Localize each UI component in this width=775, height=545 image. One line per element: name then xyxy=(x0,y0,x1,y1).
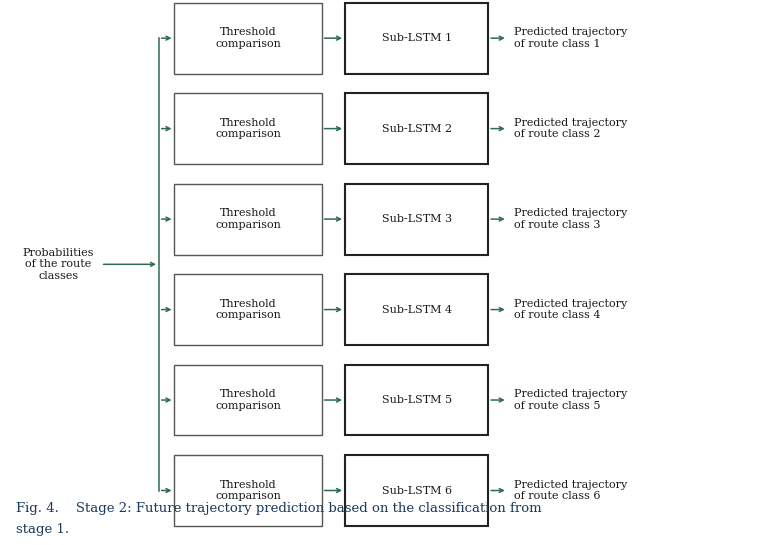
Bar xyxy=(174,184,322,255)
Text: Predicted trajectory
of route class 2: Predicted trajectory of route class 2 xyxy=(514,118,627,140)
Text: Sub-LSTM 3: Sub-LSTM 3 xyxy=(381,214,452,224)
Bar xyxy=(345,93,488,164)
Text: Predicted trajectory
of route class 1: Predicted trajectory of route class 1 xyxy=(514,27,627,49)
Text: Threshold
comparison: Threshold comparison xyxy=(215,208,281,230)
Text: Fig. 4.    Stage 2: Future trajectory prediction based on the classification fro: Fig. 4. Stage 2: Future trajectory predi… xyxy=(16,502,541,515)
Bar xyxy=(174,455,322,526)
Text: Threshold
comparison: Threshold comparison xyxy=(215,118,281,140)
Text: Predicted trajectory
of route class 5: Predicted trajectory of route class 5 xyxy=(514,389,627,411)
Text: Predicted trajectory
of route class 6: Predicted trajectory of route class 6 xyxy=(514,480,627,501)
Text: Threshold
comparison: Threshold comparison xyxy=(215,27,281,49)
Text: Predicted trajectory
of route class 3: Predicted trajectory of route class 3 xyxy=(514,208,627,230)
Text: stage 1.: stage 1. xyxy=(16,523,69,536)
Text: Sub-LSTM 6: Sub-LSTM 6 xyxy=(381,486,452,495)
Text: Sub-LSTM 1: Sub-LSTM 1 xyxy=(381,33,452,43)
Bar xyxy=(174,93,322,164)
Text: Probabilities
of the route
classes: Probabilities of the route classes xyxy=(22,248,94,281)
Text: Sub-LSTM 2: Sub-LSTM 2 xyxy=(381,124,452,134)
Text: Sub-LSTM 4: Sub-LSTM 4 xyxy=(381,305,452,314)
Bar xyxy=(345,3,488,74)
Text: Threshold
comparison: Threshold comparison xyxy=(215,389,281,411)
Bar xyxy=(345,184,488,255)
Bar xyxy=(174,3,322,74)
Bar xyxy=(345,455,488,526)
Bar xyxy=(174,365,322,435)
Bar xyxy=(345,274,488,345)
Text: Sub-LSTM 5: Sub-LSTM 5 xyxy=(381,395,452,405)
Bar xyxy=(174,274,322,345)
Text: Predicted trajectory
of route class 4: Predicted trajectory of route class 4 xyxy=(514,299,627,320)
Text: Threshold
comparison: Threshold comparison xyxy=(215,299,281,320)
Text: Threshold
comparison: Threshold comparison xyxy=(215,480,281,501)
Bar xyxy=(345,365,488,435)
